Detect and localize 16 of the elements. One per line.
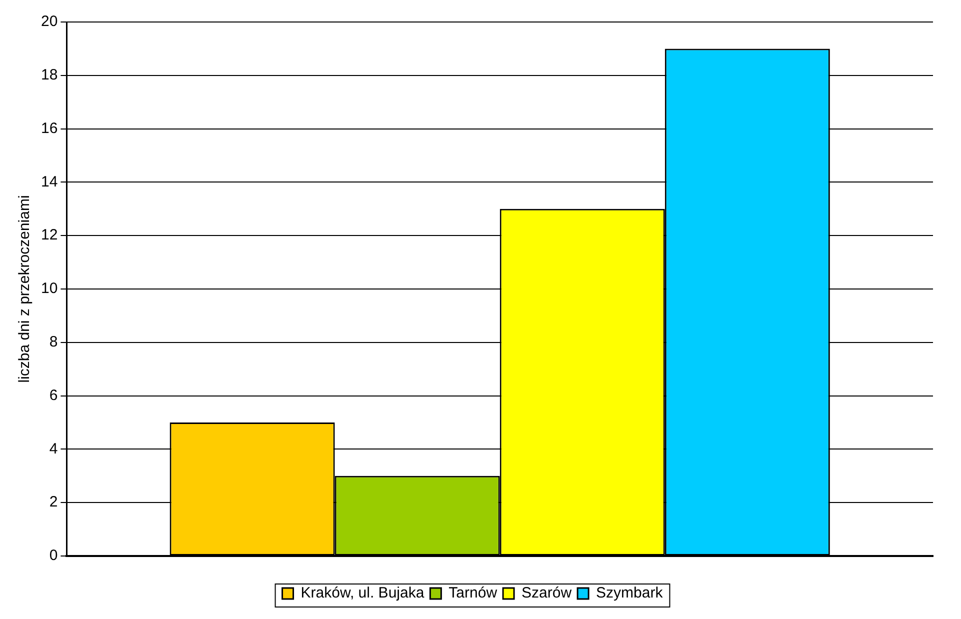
y-tick-label: 10 — [40, 280, 58, 298]
y-tick-label: 12 — [40, 226, 58, 244]
y-tick-label: 14 — [40, 173, 58, 190]
y-tick-label: 6 — [49, 386, 58, 404]
y-tick-label: 4 — [49, 440, 58, 458]
legend-label: Tarnów — [448, 584, 498, 602]
y-tick-label: 16 — [40, 120, 58, 137]
legend-label: Szarów — [522, 584, 572, 602]
legend-label: Szymbark — [596, 584, 664, 602]
y-tick-label: 18 — [40, 66, 58, 84]
y-axis-title: liczba dni z przekroczeniami — [16, 195, 34, 383]
y-tick-label: 0 — [49, 547, 58, 564]
y-tick-label: 2 — [49, 494, 58, 511]
y-tick-label: 20 — [40, 13, 58, 30]
legend-label: Kraków, ul. Bujaka — [300, 584, 425, 602]
y-tick-label: 8 — [49, 334, 58, 351]
